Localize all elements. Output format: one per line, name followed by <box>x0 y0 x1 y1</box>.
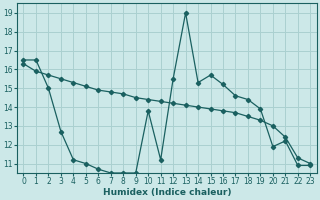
X-axis label: Humidex (Indice chaleur): Humidex (Indice chaleur) <box>103 188 231 197</box>
